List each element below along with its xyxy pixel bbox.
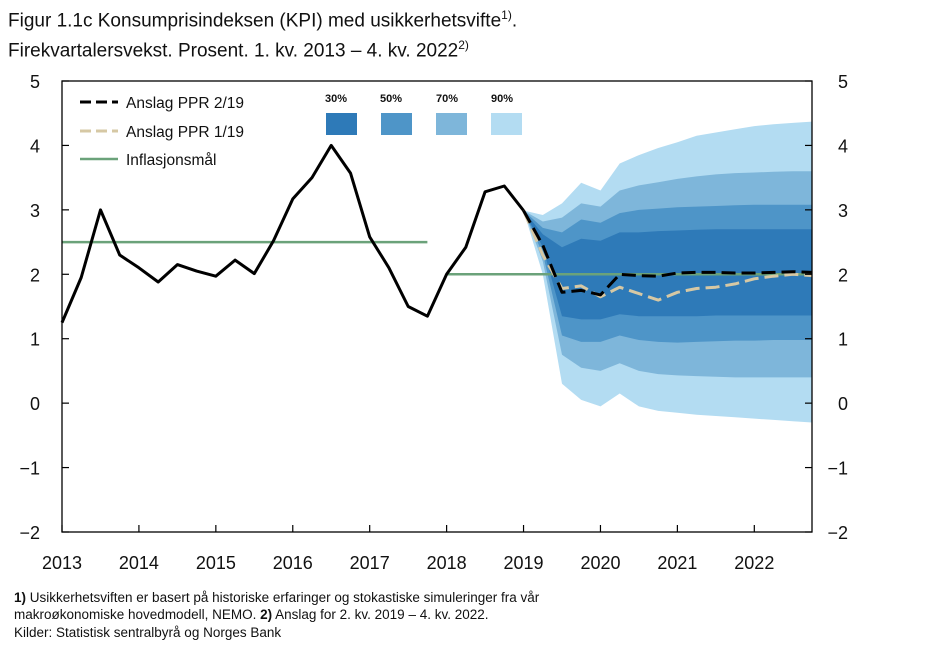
y-tick-label-left: 2 (30, 265, 40, 285)
x-tick-label: 2020 (580, 553, 620, 573)
x-tick-label: 2021 (657, 553, 697, 573)
legend: Anslag PPR 2/19 Anslag PPR 1/19 Inflasjo… (80, 93, 522, 169)
x-tick-label: 2013 (42, 553, 82, 573)
fan-legend-label-30: 30% (325, 93, 347, 105)
chart-title: Figur 1.1c Konsumprisindeksen (KPI) med … (8, 4, 517, 32)
legend-label-ppr-1-19: Anslag PPR 1/19 (126, 124, 244, 141)
footnote-1-text: Usikkerhetsviften er basert på historisk… (26, 590, 540, 605)
series-historical-kpi (60, 143, 525, 324)
y-tick-label-right: 2 (838, 265, 848, 285)
footnote-2-marker: 2) (260, 607, 273, 622)
source-line: Kilder: Statistisk sentralbyrå og Norges… (14, 625, 282, 640)
chart-subtitle: Firekvartalersvekst. Prosent. 1. kv. 201… (8, 34, 469, 62)
x-tick-label: 2017 (350, 553, 390, 573)
footnote-line-1: 1) Usikkerhetsviften er basert på histor… (14, 589, 539, 606)
y-tick-label-right: −2 (827, 523, 848, 543)
fan-band-30 (523, 210, 812, 320)
fan-legend-swatch-90 (491, 113, 522, 135)
chart-subtitle-text: Firekvartalersvekst. Prosent. 1. kv. 201… (8, 40, 459, 62)
y-tick-label-right: −1 (827, 459, 848, 479)
x-tick-label: 2019 (504, 553, 544, 573)
x-tick-label: 2014 (119, 553, 159, 573)
y-tick-label-left: 3 (30, 201, 40, 221)
series-ppr-1-19 (522, 209, 813, 302)
y-tick-label-right: 0 (838, 394, 848, 414)
chart-subtitle-footnote-ref: 2) (458, 38, 469, 52)
fan-legend-swatch-70 (436, 113, 467, 135)
chart-lines (60, 143, 813, 324)
fan-legend-swatch-50 (381, 113, 412, 135)
footnote-1-text-cont: makroøkonomiske hovedmodell, NEMO. (14, 607, 261, 622)
y-tick-label-left: −1 (19, 459, 40, 479)
chart-title-footnote-ref: 1) (501, 8, 512, 22)
chart-title-end: . (511, 10, 518, 32)
plot-frame (61, 80, 813, 533)
chart-title-text: Figur 1.1c Konsumprisindeksen (KPI) med … (8, 10, 502, 32)
legend-label-ppr-2-19: Anslag PPR 2/19 (126, 95, 244, 112)
fan-legend-label-90: 90% (491, 93, 513, 105)
fan-legend-label-70: 70% (436, 93, 458, 105)
series-ppr-2-19 (522, 209, 813, 297)
y-tick-label-right: 4 (838, 136, 848, 156)
y-tick-label-right: 3 (838, 201, 848, 221)
y-tick-label-left: 0 (30, 394, 40, 414)
x-tick-label: 2022 (734, 553, 774, 573)
x-tick-label: 2015 (196, 553, 236, 573)
y-tick-label-right: 1 (838, 330, 848, 350)
footnote-2-text: Anslag for 2. kv. 2019 – 4. kv. 2022. (272, 607, 489, 622)
y-tick-label-left: 4 (30, 136, 40, 156)
y-tick-label-right: 5 (838, 72, 848, 92)
legend-label-inflation-target: Inflasjonsmål (126, 152, 216, 169)
fan-legend-label-50: 50% (380, 93, 402, 105)
y-tick-label-left: 5 (30, 72, 40, 92)
x-tick-label: 2016 (273, 553, 313, 573)
footnote-1-marker: 1) (14, 590, 27, 605)
y-tick-label-left: −2 (19, 523, 40, 543)
x-tick-label: 2018 (427, 553, 467, 573)
fan-legend-swatch-30 (326, 113, 357, 135)
footnote-line-2: makroøkonomiske hovedmodell, NEMO. 2) An… (14, 606, 489, 623)
y-tick-label-left: 1 (30, 330, 40, 350)
